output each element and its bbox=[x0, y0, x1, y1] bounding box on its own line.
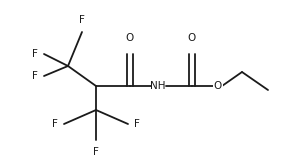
Text: O: O bbox=[214, 81, 222, 91]
Text: F: F bbox=[134, 119, 140, 129]
Text: F: F bbox=[52, 119, 58, 129]
Text: O: O bbox=[126, 33, 134, 43]
Text: O: O bbox=[188, 33, 196, 43]
Text: F: F bbox=[79, 15, 85, 25]
Text: NH: NH bbox=[150, 81, 166, 91]
Text: F: F bbox=[93, 147, 99, 157]
Text: F: F bbox=[32, 49, 38, 59]
Text: F: F bbox=[32, 71, 38, 81]
